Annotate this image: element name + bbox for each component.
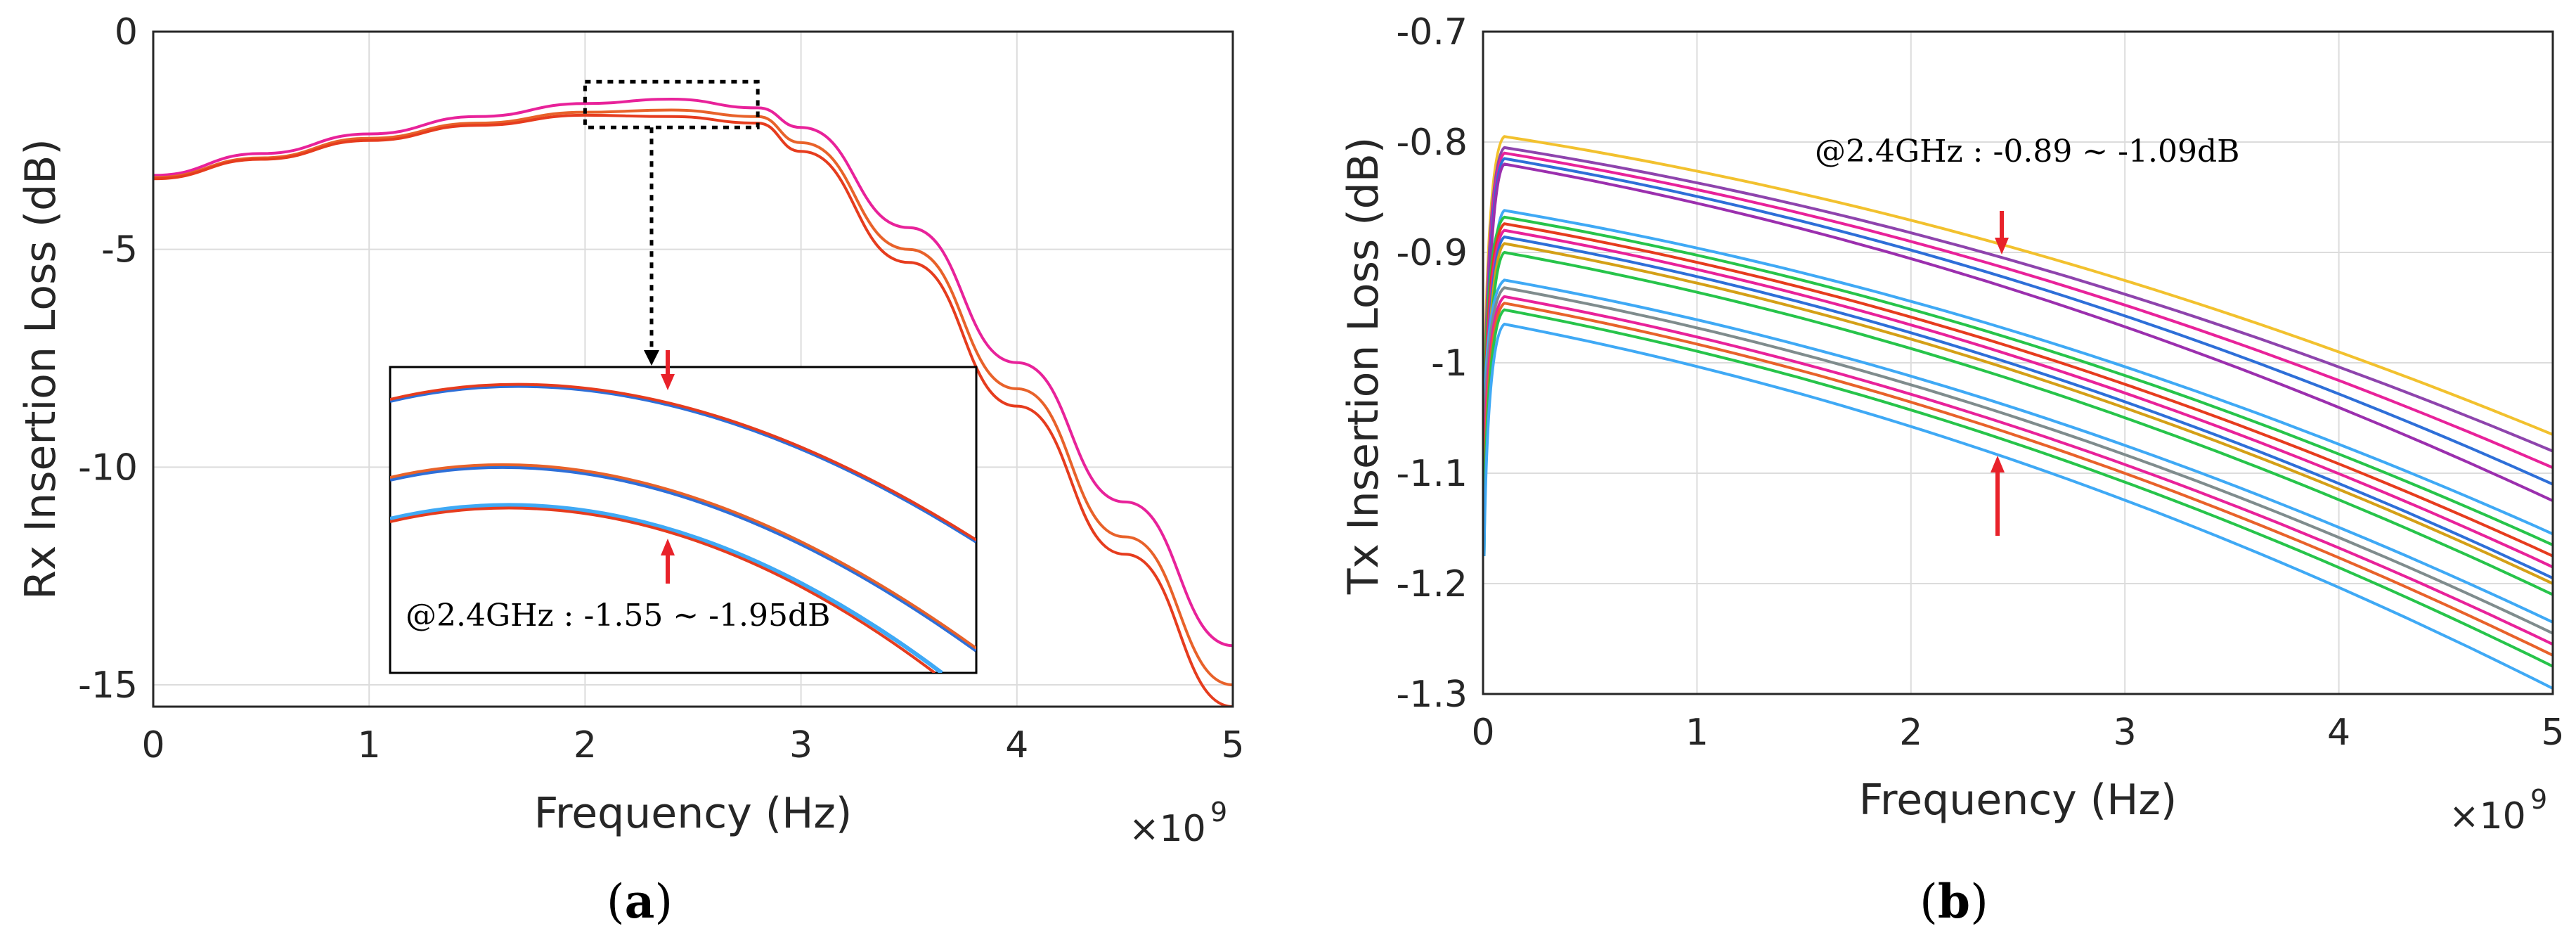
series-group-a (153, 97, 1233, 707)
inset-curve-3b (390, 506, 936, 673)
y-tick-a-2: -10 (78, 446, 138, 489)
red-arrow-bottom-a-head (661, 539, 675, 555)
axes-box-b (1482, 30, 2554, 695)
x-tick-b-4: 4 (2327, 712, 2350, 754)
y-tick-b-0: -0.7 (1397, 11, 1468, 53)
y-tick-b-1: -0.8 (1397, 122, 1468, 164)
series-b-13 (1483, 278, 2553, 624)
series-a-2 (153, 108, 1233, 686)
y-tick-b-5: -1.2 (1397, 563, 1468, 605)
caption-a: (a) (607, 874, 673, 929)
x-exponent-b: 9 (2530, 784, 2547, 815)
x-axis-label-b: Frequency (Hz) (1859, 776, 2177, 825)
series-b-14 (1483, 286, 2553, 635)
y-tick-b-3: -1 (1431, 342, 1468, 385)
y-axis-label-a: Rx Insertion Loss (dB) (16, 139, 65, 600)
zoom-box (583, 79, 760, 129)
x-tick-a-3: 3 (789, 724, 813, 766)
inset-box (389, 366, 978, 674)
y-tick-b-2: -0.9 (1397, 232, 1468, 274)
x-axis-label-a: Frequency (Hz) (534, 789, 852, 838)
x-exponent-a: 9 (1210, 797, 1227, 828)
tick-labels-a: 0 1 2 3 4 5 0 -5 -10 -15 (78, 11, 1244, 766)
x-tick-a-1: 1 (358, 724, 381, 766)
y-tick-a-3: -15 (78, 664, 138, 707)
x-tick-b-1: 1 (1685, 712, 1709, 754)
caption-b: (b) (1920, 874, 1988, 929)
x-multiplier-a: ×10 (1129, 808, 1206, 850)
x-tick-b-3: 3 (2114, 712, 2137, 754)
inset-curve-2a (390, 464, 976, 652)
inset-curves (390, 382, 976, 673)
series-b-17 (1483, 308, 2553, 668)
series-group-b (1483, 135, 2553, 690)
panel-a: 0 1 2 3 4 5 0 -5 -10 -15 @2.4GHz : -1.55 ~ -1.95d… (16, 11, 1245, 929)
tick-labels-b: 0 1 2 3 4 5 -0.7 -0.8 -0.9 -1 -1.1 -1.2 -1.3 (1397, 11, 2565, 754)
annotation-a: @2.4GHz : -1.55 ~ -1.95dB (406, 598, 830, 634)
series-a-3 (153, 113, 1233, 707)
annotation-b: @2.4GHz : -0.89 ~ -1.09dB (1815, 134, 2239, 169)
series-b-7 (1483, 215, 2553, 546)
y-tick-a-0: 0 (115, 11, 138, 53)
y-tick-b-6: -1.3 (1397, 674, 1468, 716)
panel-b: 0 1 2 3 4 5 -0.7 -0.8 -0.9 -1 -1.1 -1.2 -1.3 @2.4GHz… (1339, 11, 2565, 929)
x-tick-a-5: 5 (1221, 724, 1244, 766)
x-tick-b-5: 5 (2541, 712, 2564, 754)
red-arrow-bottom-b-head (1991, 456, 2005, 472)
x-tick-a-0: 0 (141, 724, 164, 766)
x-tick-b-2: 2 (1899, 712, 1922, 754)
x-tick-a-4: 4 (1005, 724, 1028, 766)
y-tick-a-1: -5 (101, 229, 138, 271)
y-tick-b-4: -1.1 (1397, 453, 1468, 495)
series-b-18 (1483, 322, 2553, 690)
series-a-1 (153, 97, 1233, 648)
x-tick-b-0: 0 (1471, 712, 1494, 754)
inset-curve-1b (390, 382, 976, 541)
x-tick-a-2: 2 (574, 724, 597, 766)
series-b-15 (1483, 295, 2553, 646)
y-axis-label-b: Tx Insertion Loss (dB) (1339, 137, 1388, 596)
x-multiplier-b: ×10 (2449, 795, 2526, 837)
red-arrow-top-b-head (1995, 238, 2009, 255)
series-b-5 (1483, 162, 2553, 529)
inset-curve-3a (390, 503, 943, 673)
inset-curve-2b (390, 463, 976, 650)
zoom-arrow-head (644, 350, 659, 366)
series-b-16 (1483, 302, 2553, 657)
axes-box-a (152, 30, 1234, 708)
red-arrow-top-a-head (661, 374, 675, 390)
